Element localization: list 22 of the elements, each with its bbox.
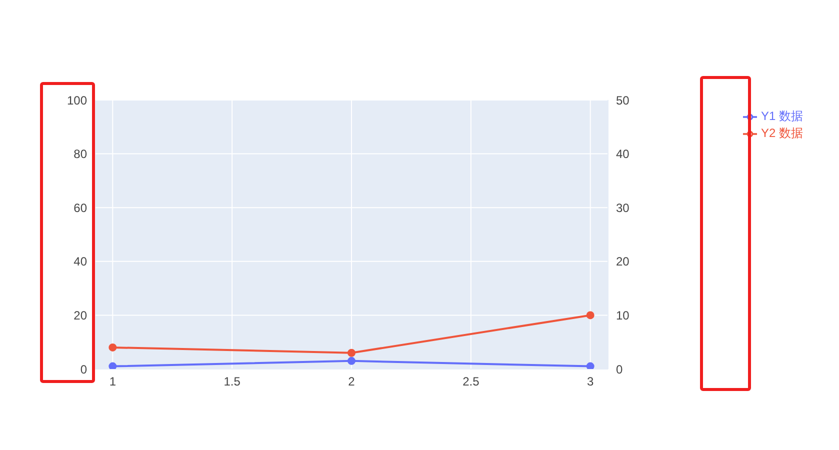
- x-tick-label: 2: [348, 374, 356, 389]
- y2-tick-label: 10: [616, 308, 630, 322]
- y-tick-label: 60: [74, 200, 88, 215]
- y-tick-label: 100: [66, 93, 88, 108]
- legend-label: Y1 数据: [761, 109, 804, 123]
- point: [348, 348, 356, 357]
- x-tick-label: 3: [586, 374, 594, 389]
- point: [108, 343, 117, 352]
- x-tick-label: 2.5: [462, 374, 480, 389]
- point: [586, 311, 594, 320]
- y-tick-label: 0: [80, 362, 88, 376]
- y2-tick-label: 40: [616, 147, 630, 162]
- y2-tick-label: 20: [616, 254, 630, 269]
- x-tick-label: 1: [109, 374, 116, 389]
- y-tick-label: 20: [74, 308, 88, 322]
- legend-label: Y2 数据: [761, 126, 804, 140]
- y2-tick-label: 50: [616, 93, 630, 108]
- y2-tick-label: 30: [616, 200, 630, 215]
- y-tick-label: 80: [74, 147, 88, 162]
- y2-tick-label: 0: [616, 362, 623, 376]
- y-tick-label: 40: [74, 254, 88, 269]
- x-tick-label: 1.5: [224, 374, 241, 389]
